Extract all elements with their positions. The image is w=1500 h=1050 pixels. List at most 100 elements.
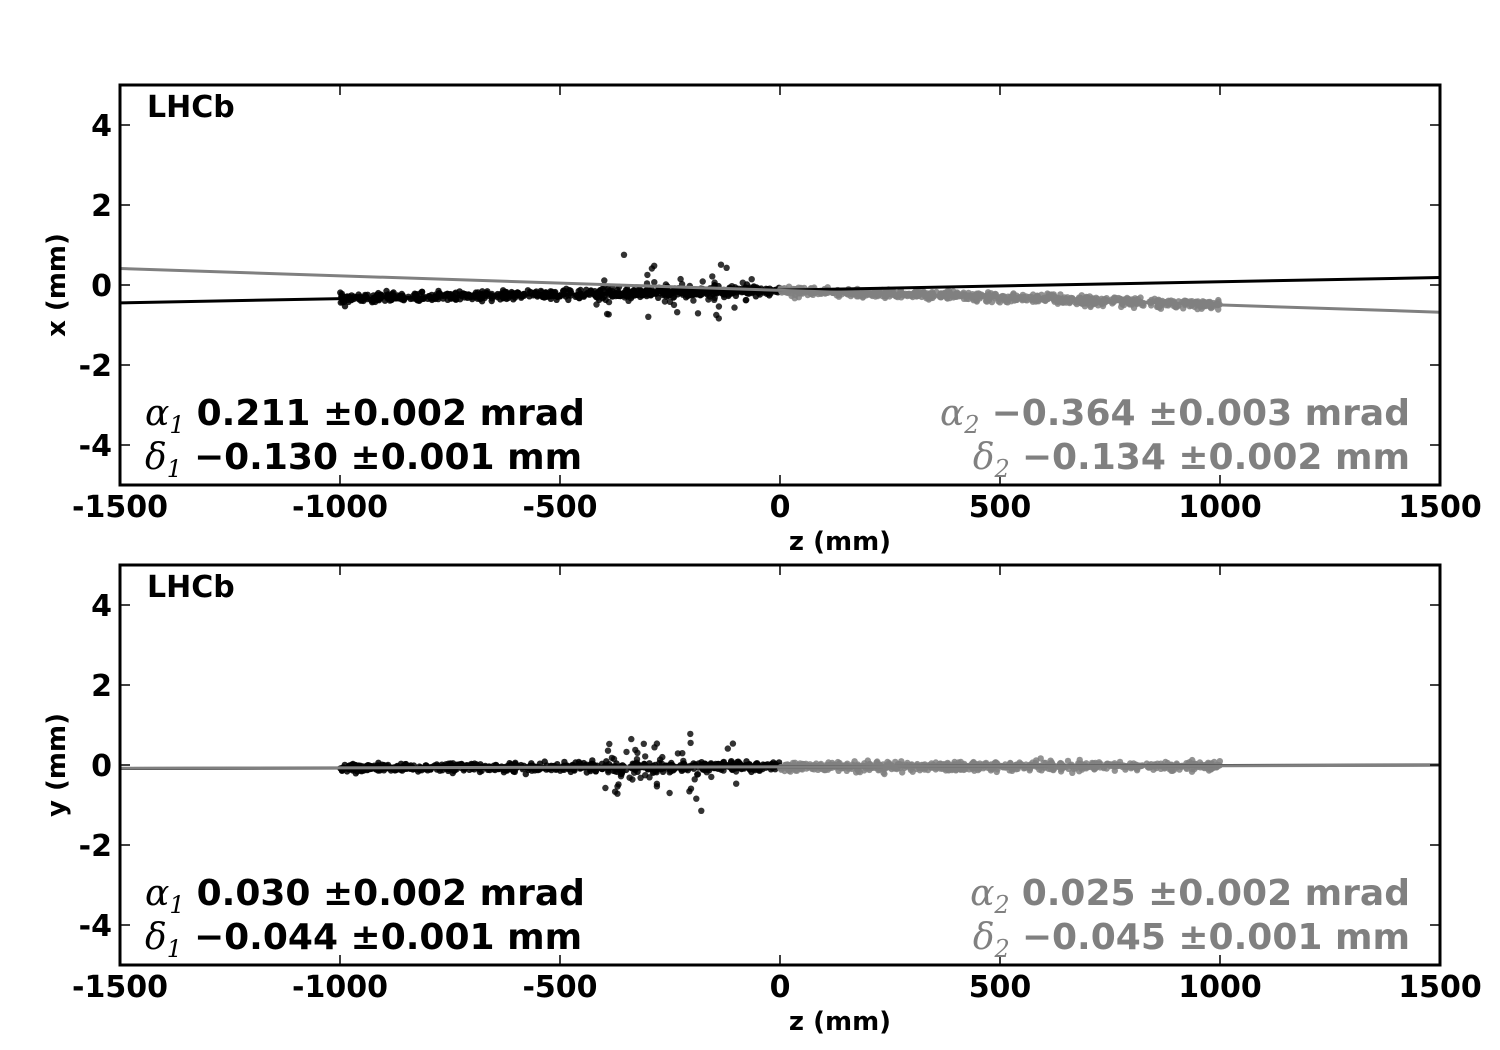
data-point <box>720 758 727 766</box>
data-point <box>599 295 606 302</box>
data-point <box>667 768 674 775</box>
data-point <box>541 758 548 765</box>
data-point <box>415 297 422 304</box>
data-point <box>355 291 362 298</box>
y-tick-label: 4 <box>91 589 112 624</box>
y-tick-label: -4 <box>79 429 112 464</box>
data-point <box>634 749 641 756</box>
data-point <box>1004 299 1011 306</box>
y-tick-label: 0 <box>91 749 112 784</box>
data-point <box>678 767 685 774</box>
data-point <box>623 748 630 756</box>
data-point <box>594 294 601 301</box>
data-point <box>687 730 694 738</box>
data-point <box>1118 303 1125 311</box>
data-point <box>733 780 740 787</box>
fit-result-2-1: α2 −0.364 ±0.003 mrad <box>940 393 1410 439</box>
data-point <box>593 301 600 308</box>
data-point <box>658 760 665 767</box>
data-point <box>670 301 678 309</box>
data-point <box>614 790 621 797</box>
data-point <box>627 295 635 302</box>
data-point <box>644 271 651 279</box>
data-point <box>988 298 996 306</box>
data-point <box>628 735 635 743</box>
data-point <box>699 278 706 285</box>
data-point <box>653 740 661 747</box>
data-point <box>717 261 725 268</box>
data-point <box>720 767 727 774</box>
fit-symbol: δ <box>973 917 995 958</box>
fit-value: 0.030 ±0.002 mrad <box>197 873 585 914</box>
x-tick-label: 500 <box>969 970 1032 1005</box>
data-point <box>640 740 647 747</box>
data-point <box>618 768 625 775</box>
data-point <box>847 292 854 300</box>
data-point <box>711 294 718 301</box>
data-point <box>478 298 486 305</box>
data-point <box>729 740 737 747</box>
data-point <box>522 770 529 778</box>
data-point <box>709 273 716 280</box>
fit-symbol-subscript: 1 <box>167 935 182 963</box>
data-point <box>592 768 599 775</box>
y-tick-label: 2 <box>91 189 112 224</box>
data-point <box>715 303 723 310</box>
fit-result-2-2: δ2 −0.045 ±0.001 mm <box>973 917 1410 963</box>
x-tick-label: -1000 <box>292 490 388 525</box>
fit-value: −0.134 ±0.002 mm <box>1022 437 1410 478</box>
data-point <box>661 298 669 305</box>
data-point <box>955 759 962 766</box>
data-point <box>642 772 649 779</box>
fit-symbol: δ <box>973 437 995 478</box>
series-2-fit-line <box>120 267 1440 314</box>
data-point <box>944 759 951 767</box>
fit-symbol: δ <box>145 917 167 958</box>
series-2-fit-line <box>120 763 1440 770</box>
data-point <box>648 265 656 272</box>
y-tick-label: -2 <box>79 349 112 384</box>
data-point <box>633 759 640 766</box>
data-point <box>605 311 612 318</box>
plot-area <box>120 730 1440 814</box>
data-point <box>677 275 684 283</box>
data-point <box>670 293 678 301</box>
data-point <box>739 279 746 286</box>
data-point <box>785 283 793 290</box>
y-tick-label: -4 <box>79 909 112 944</box>
fit-result-2-1: α2 0.025 ±0.002 mrad <box>970 873 1410 919</box>
data-point <box>791 295 798 302</box>
experiment-tag: LHCb <box>147 90 235 125</box>
x-tick-label: 0 <box>770 490 791 525</box>
data-point <box>383 287 390 295</box>
data-point <box>996 299 1004 306</box>
fit-symbol-subscript: 2 <box>994 935 1010 963</box>
data-point <box>601 277 608 284</box>
data-point <box>686 788 693 795</box>
fit-symbol-subscript: 2 <box>993 891 1009 919</box>
x-tick-label: 1500 <box>1398 970 1482 1005</box>
data-point <box>705 296 712 303</box>
data-point <box>1211 758 1218 766</box>
fit-value: −0.044 ±0.001 mm <box>194 917 582 958</box>
data-point <box>899 769 906 776</box>
data-point <box>796 760 804 767</box>
data-point <box>605 769 612 776</box>
fit-symbol: δ <box>145 437 167 478</box>
fit-result-1-1: α1 0.211 ±0.002 mrad <box>145 393 585 439</box>
data-point <box>724 745 731 752</box>
y-tick-label: -2 <box>79 829 112 864</box>
experiment-tag: LHCb <box>147 570 235 605</box>
fit-symbol: α <box>970 873 994 914</box>
series-1-points <box>337 730 783 814</box>
panel-1: -1500 -1000 -500 0 500 1000 1500 -4 -2 0 2 4 z (mm) x… <box>42 83 1482 557</box>
data-point <box>642 753 649 760</box>
data-point <box>874 758 881 765</box>
data-point <box>713 311 720 319</box>
data-point <box>561 758 568 766</box>
data-point <box>731 304 738 311</box>
x-tick-label: -500 <box>522 970 597 1005</box>
data-point <box>691 776 698 783</box>
data-point <box>767 290 774 297</box>
